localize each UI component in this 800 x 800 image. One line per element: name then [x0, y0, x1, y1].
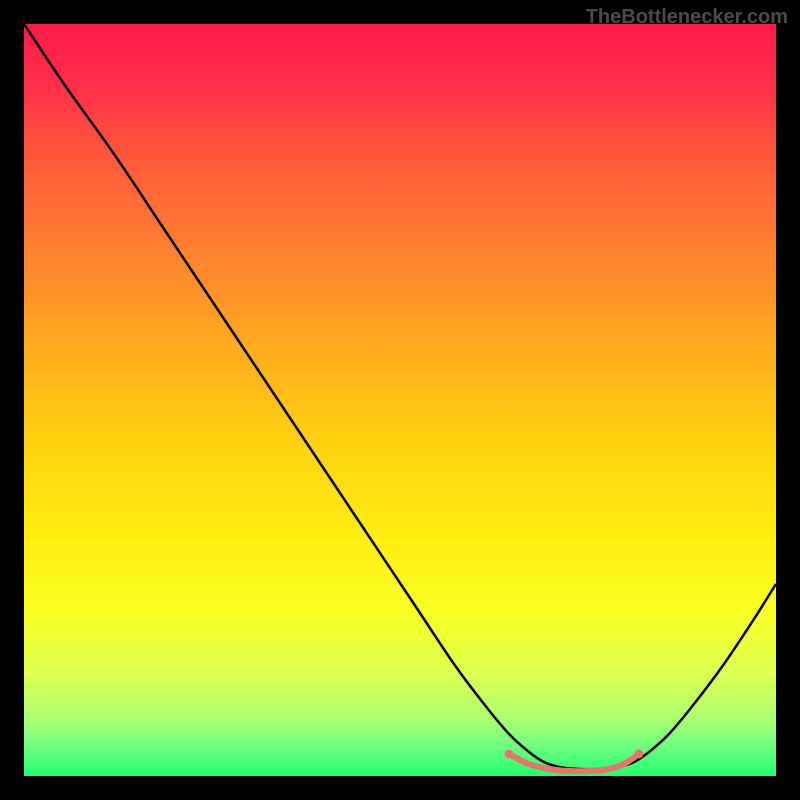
watermark-text: TheBottlenecker.com [586, 6, 788, 29]
highlight-marker [505, 750, 514, 759]
gradient-background [24, 24, 776, 776]
bottleneck-chart [24, 24, 776, 776]
highlight-marker [635, 750, 644, 759]
chart-svg [24, 24, 776, 776]
